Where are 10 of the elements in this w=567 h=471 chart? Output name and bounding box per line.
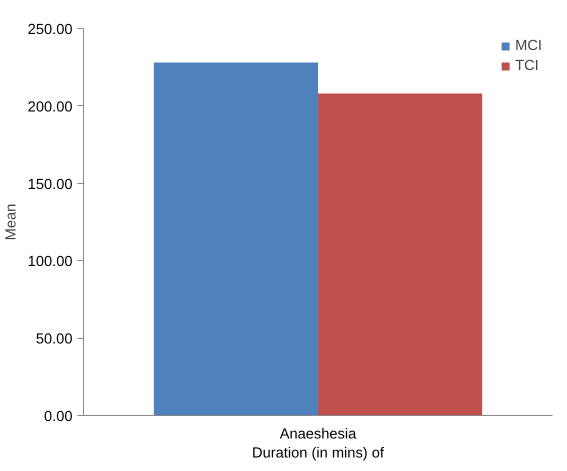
y-tick-label: 100.00 [28,254,72,270]
legend-label: TCI [515,58,539,74]
y-axis-title: Mean [4,204,20,240]
y-tick-label: 250.00 [28,22,72,38]
legend-label: MCI [515,38,542,54]
x-tick-label: Anaeshesia Duration (in mins) of [252,426,385,462]
y-tick-label: 0.00 [44,409,73,425]
y-tick-label: 150.00 [28,176,72,193]
y-tick-label: 200.00 [28,99,72,116]
y-tick-label: 50.00 [36,332,73,348]
